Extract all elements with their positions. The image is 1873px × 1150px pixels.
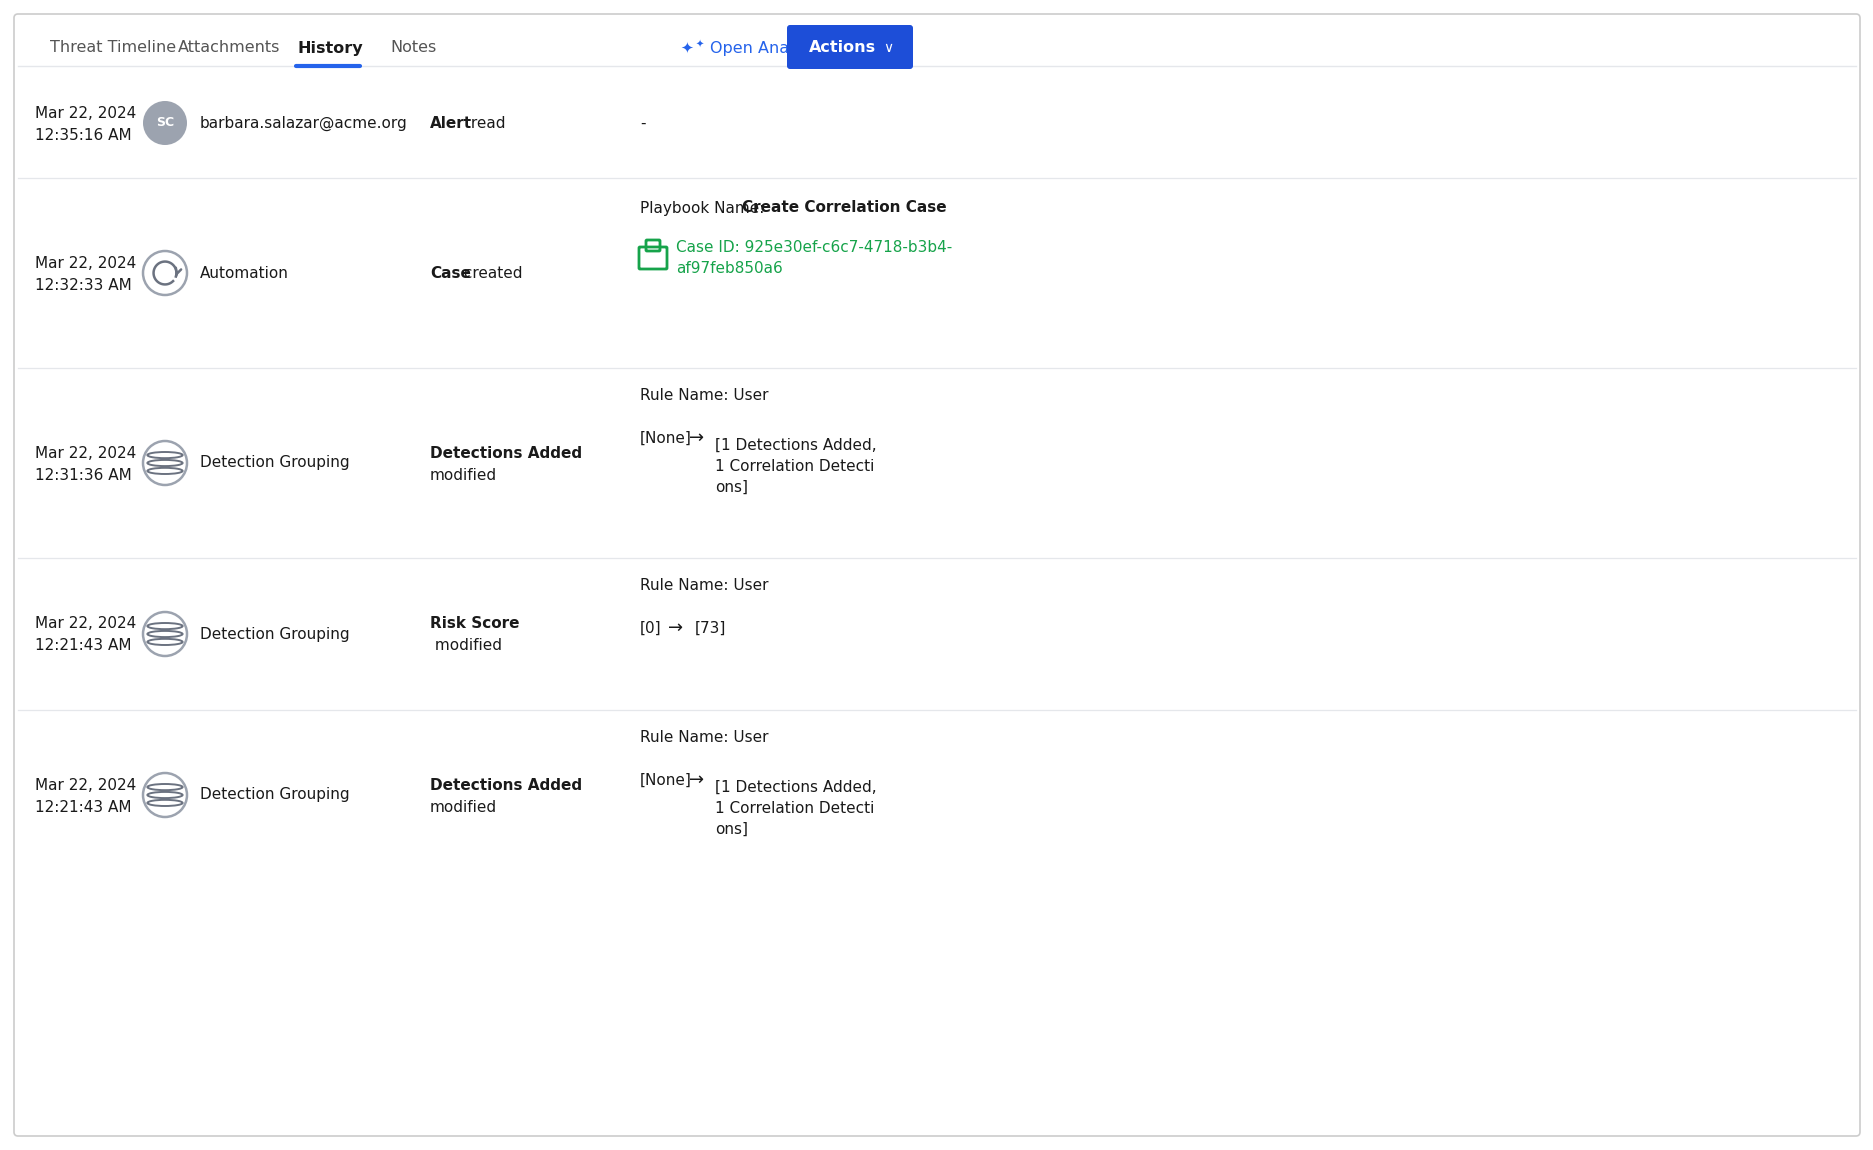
Text: modified: modified <box>429 799 496 814</box>
Text: Mar 22, 2024: Mar 22, 2024 <box>36 616 137 631</box>
Text: Case: Case <box>429 266 470 281</box>
Circle shape <box>142 101 187 145</box>
FancyBboxPatch shape <box>13 14 1860 1136</box>
Text: Rule Name: User: Rule Name: User <box>641 730 768 745</box>
Text: Detections Added: Detections Added <box>429 777 583 792</box>
Text: 12:21:43 AM: 12:21:43 AM <box>36 799 131 814</box>
Text: Mar 22, 2024: Mar 22, 2024 <box>36 445 137 460</box>
Text: modified: modified <box>429 468 496 483</box>
Text: Risk Score: Risk Score <box>429 616 519 631</box>
Text: [1 Detections Added,
1 Correlation Detecti
ons]: [1 Detections Added, 1 Correlation Detec… <box>714 438 877 494</box>
Text: Rule Name: User: Rule Name: User <box>641 578 768 593</box>
FancyBboxPatch shape <box>787 25 912 69</box>
Text: [1 Detections Added,
1 Correlation Detecti
ons]: [1 Detections Added, 1 Correlation Detec… <box>714 780 877 837</box>
Text: Notes: Notes <box>390 40 436 55</box>
Text: Detection Grouping: Detection Grouping <box>200 627 350 642</box>
Text: Open Analyst Assistant: Open Analyst Assistant <box>710 40 895 55</box>
Text: read: read <box>466 115 506 130</box>
Text: modified: modified <box>429 638 502 653</box>
Text: Automation: Automation <box>200 266 288 281</box>
Text: Alert: Alert <box>429 115 472 130</box>
Text: Attachments: Attachments <box>178 40 281 55</box>
Text: Rule Name: User: Rule Name: User <box>641 389 768 404</box>
Text: ✦: ✦ <box>695 40 704 49</box>
Text: Detections Added: Detections Added <box>429 445 583 460</box>
Text: 12:35:16 AM: 12:35:16 AM <box>36 128 131 143</box>
Text: →: → <box>689 770 704 789</box>
Text: SC: SC <box>155 116 174 130</box>
Text: [0]: [0] <box>641 621 661 636</box>
Text: Create Correlation Case: Create Correlation Case <box>742 200 946 215</box>
Text: ✦: ✦ <box>680 40 693 55</box>
Text: Playbook Name:: Playbook Name: <box>641 200 768 215</box>
Text: 12:32:33 AM: 12:32:33 AM <box>36 277 131 292</box>
Text: Detection Grouping: Detection Grouping <box>200 455 350 470</box>
Text: 12:31:36 AM: 12:31:36 AM <box>36 468 131 483</box>
Text: Mar 22, 2024: Mar 22, 2024 <box>36 777 137 792</box>
Text: Mar 22, 2024: Mar 22, 2024 <box>36 106 137 121</box>
Text: [None]: [None] <box>641 430 691 445</box>
Text: -: - <box>641 115 644 130</box>
Text: Actions: Actions <box>807 40 875 55</box>
Text: [73]: [73] <box>695 621 725 636</box>
Text: Case ID: 925e30ef-c6c7-4718-b3b4-
af97feb850a6: Case ID: 925e30ef-c6c7-4718-b3b4- af97fe… <box>676 240 951 276</box>
Text: ∨: ∨ <box>882 41 893 55</box>
Text: 12:21:43 AM: 12:21:43 AM <box>36 638 131 653</box>
Text: [None]: [None] <box>641 773 691 788</box>
Text: →: → <box>689 429 704 447</box>
Text: Detection Grouping: Detection Grouping <box>200 788 350 803</box>
Text: barbara.salazar@acme.org: barbara.salazar@acme.org <box>200 115 408 131</box>
Text: Threat Timeline: Threat Timeline <box>51 40 176 55</box>
Text: History: History <box>298 40 363 55</box>
Text: →: → <box>669 619 684 637</box>
Text: Mar 22, 2024: Mar 22, 2024 <box>36 255 137 270</box>
Text: created: created <box>459 266 523 281</box>
